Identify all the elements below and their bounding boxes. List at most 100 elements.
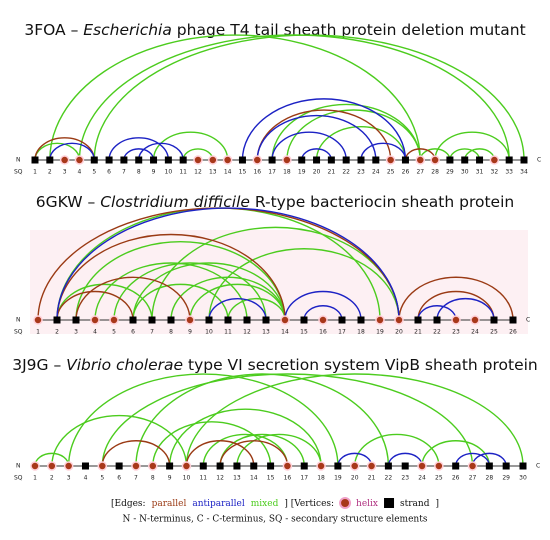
footnote: N - N-terminus, C - C-terminus, SQ - sec… bbox=[123, 515, 428, 525]
edge-parallel bbox=[185, 440, 255, 467]
vertex-label: 25 bbox=[387, 169, 395, 176]
vertex-label: 30 bbox=[519, 475, 527, 482]
helix-vertex bbox=[349, 461, 360, 471]
title-part: type VI secretion system VipB sheath pro… bbox=[183, 356, 538, 374]
strand-vertex bbox=[262, 316, 270, 324]
legend: [Edges: parallel antiparallel mixed] [Verti… bbox=[111, 499, 439, 509]
helix-vertex bbox=[434, 461, 444, 471]
vertex-label: 16 bbox=[253, 169, 261, 176]
vertex-label: 3 bbox=[74, 329, 78, 336]
edge-antiparallel bbox=[256, 115, 377, 161]
strand-vertex bbox=[233, 462, 241, 470]
edge-mixed bbox=[354, 433, 440, 467]
strand-vertex bbox=[298, 156, 306, 164]
strand-vertex bbox=[150, 156, 158, 164]
legend-helix-marker bbox=[339, 497, 352, 509]
strand-vertex bbox=[199, 462, 207, 470]
helix-vertex bbox=[385, 155, 396, 165]
edge-mixed bbox=[56, 283, 153, 321]
title-part: R-type bacteriocin sheath protein bbox=[250, 193, 514, 211]
vertex-label: 4 bbox=[78, 169, 82, 176]
strand-vertex bbox=[166, 462, 174, 470]
edge-mixed bbox=[449, 148, 481, 161]
vertex-label: 29 bbox=[502, 475, 510, 482]
title-part: Clostridium difficile bbox=[100, 193, 250, 211]
helix-vertex bbox=[417, 461, 427, 471]
edge-antiparallel bbox=[241, 98, 407, 161]
edge-mixed bbox=[101, 373, 474, 467]
vertex-label: 2 bbox=[48, 169, 52, 176]
strand-vertex bbox=[372, 156, 380, 164]
edge-mixed bbox=[152, 131, 229, 161]
edge-antiparallel bbox=[208, 297, 267, 321]
vertex-label: 26 bbox=[452, 475, 460, 482]
helix-vertex bbox=[252, 155, 263, 165]
n-label: N bbox=[16, 463, 21, 470]
vertex-label: 26 bbox=[402, 169, 410, 176]
strand-vertex bbox=[300, 316, 308, 324]
title-part: Vibrio cholerae bbox=[66, 356, 183, 374]
title-part: 3J9G – bbox=[12, 356, 66, 374]
strand-vertex bbox=[267, 462, 275, 470]
vertex-label: 24 bbox=[418, 475, 426, 482]
strand-vertex bbox=[401, 156, 409, 164]
helix-vertex bbox=[430, 155, 440, 165]
helix-vertex bbox=[181, 461, 192, 471]
n-label: N bbox=[16, 157, 21, 164]
vertex-label: 21 bbox=[328, 169, 336, 176]
c-label: C bbox=[536, 463, 540, 470]
helix-vertex bbox=[193, 155, 203, 165]
vertex-label: 3 bbox=[63, 169, 67, 176]
vertex-label: 28 bbox=[431, 169, 439, 176]
title-part: 3FOA – bbox=[24, 21, 83, 39]
helix-vertex bbox=[366, 461, 377, 471]
edge-parallel bbox=[75, 276, 191, 321]
edge-mixed bbox=[434, 131, 510, 161]
edge-mixed bbox=[49, 34, 421, 161]
vertex-label: 8 bbox=[169, 329, 173, 336]
c-label: C bbox=[537, 157, 541, 164]
vertex-label: 33 bbox=[505, 169, 513, 176]
vertex-label: 11 bbox=[224, 329, 232, 336]
edge-antiparallel bbox=[436, 297, 495, 321]
edge-mixed bbox=[135, 373, 390, 467]
c-label: C bbox=[526, 317, 530, 324]
helix-vertex bbox=[222, 155, 233, 165]
edge-mixed bbox=[315, 125, 407, 161]
strand-vertex bbox=[148, 316, 156, 324]
legend-mixed: mixed bbox=[251, 499, 279, 509]
vertex-label: 27 bbox=[469, 475, 477, 482]
strand-vertex bbox=[53, 316, 61, 324]
helix-vertex bbox=[280, 315, 290, 325]
edge-parallel bbox=[219, 440, 289, 467]
edge-mixed bbox=[421, 440, 491, 467]
helix-vertex bbox=[375, 315, 385, 325]
vertex-label: 5 bbox=[92, 169, 96, 176]
helix-vertex bbox=[467, 461, 478, 471]
edge-mixed bbox=[75, 240, 286, 321]
edge-antiparallel bbox=[454, 452, 491, 467]
helix-vertex bbox=[74, 155, 85, 165]
vertex-label: 29 bbox=[446, 169, 454, 176]
strand-vertex bbox=[31, 156, 39, 164]
strand-vertex bbox=[300, 462, 308, 470]
vertex-label: 11 bbox=[179, 169, 187, 176]
edge-mixed bbox=[219, 433, 305, 467]
strand-vertex bbox=[357, 156, 365, 164]
vertex-label: 16 bbox=[284, 475, 292, 482]
edge-mixed bbox=[113, 262, 267, 321]
vertex-label: 15 bbox=[300, 329, 308, 336]
helix-vertex bbox=[282, 461, 293, 471]
edge-antiparallel bbox=[301, 148, 333, 161]
edge-antiparallel bbox=[138, 142, 184, 161]
edge-parallel bbox=[417, 290, 495, 321]
title-part: Escherichia bbox=[83, 21, 172, 39]
vertex-label: 12 bbox=[243, 329, 251, 336]
vertex-label: 10 bbox=[183, 475, 191, 482]
vertex-label: 17 bbox=[300, 475, 308, 482]
helix-vertex bbox=[131, 461, 141, 471]
helix-vertex bbox=[185, 315, 195, 325]
strand-vertex bbox=[414, 316, 422, 324]
vertex-label: 15 bbox=[239, 169, 247, 176]
strand-vertex bbox=[485, 462, 493, 470]
